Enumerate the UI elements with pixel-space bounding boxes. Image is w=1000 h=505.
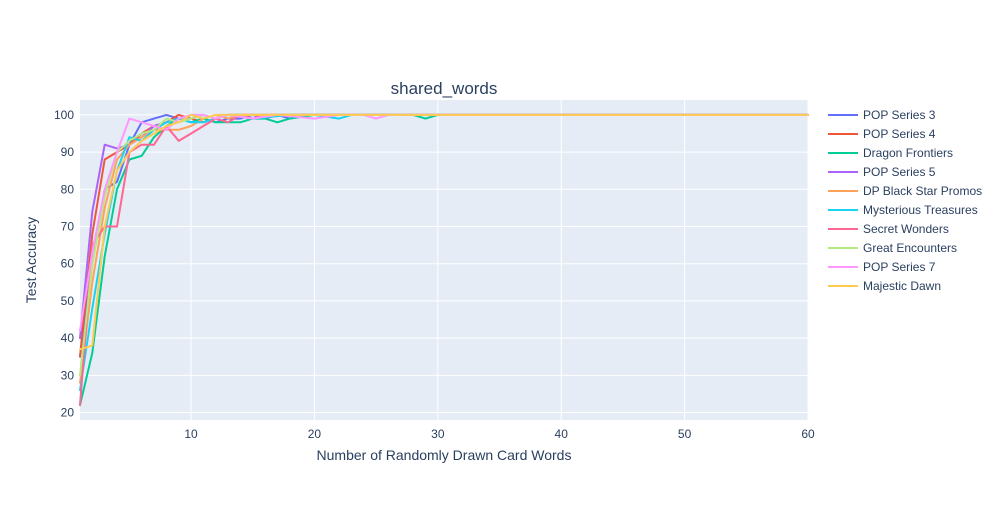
y-tick-label: 50 [61, 294, 75, 308]
legend-label: POP Series 3 [863, 108, 936, 122]
legend-item[interactable]: POP Series 4 [828, 127, 936, 141]
legend-label: DP Black Star Promos [863, 184, 982, 198]
y-tick-label: 90 [61, 145, 75, 159]
x-axis-title: Number of Randomly Drawn Card Words [317, 447, 572, 463]
x-tick-label: 60 [801, 427, 815, 441]
legend-label: POP Series 5 [863, 165, 936, 179]
y-tick-label: 30 [61, 368, 75, 382]
legend: POP Series 3 POP Series 4 Dragon Frontiers… [828, 108, 982, 293]
legend-label: Secret Wonders [863, 222, 949, 236]
legend-label: POP Series 7 [863, 260, 936, 274]
x-tick-label: 10 [184, 427, 198, 441]
x-tick-label: 20 [308, 427, 322, 441]
series-line [79, 113, 809, 351]
legend-item[interactable]: POP Series 5 [828, 165, 936, 179]
x-tick-label: 30 [431, 427, 445, 441]
y-tick-label: 70 [61, 220, 75, 234]
legend-item[interactable]: Mysterious Treasures [828, 203, 978, 217]
chart-title: shared_words [391, 79, 498, 98]
legend-item[interactable]: Dragon Frontiers [828, 146, 953, 160]
legend-label: Mysterious Treasures [863, 203, 978, 217]
legend-label: Dragon Frontiers [863, 146, 953, 160]
y-axis-ticks: 20 30 40 50 60 70 80 90 100 [54, 108, 74, 420]
series-lines [79, 113, 809, 407]
y-tick-label: 100 [54, 108, 74, 122]
legend-item[interactable]: Majestic Dawn [828, 279, 941, 293]
series-line [79, 113, 809, 407]
grid [80, 100, 809, 420]
y-axis-title: Test Accuracy [23, 217, 39, 303]
legend-item[interactable]: POP Series 3 [828, 108, 936, 122]
x-tick-label: 50 [678, 427, 692, 441]
legend-item[interactable]: DP Black Star Promos [828, 184, 982, 198]
y-tick-label: 40 [61, 331, 75, 345]
y-tick-label: 60 [61, 257, 75, 271]
y-tick-label: 80 [61, 182, 75, 196]
legend-item[interactable]: POP Series 7 [828, 260, 936, 274]
legend-item[interactable]: Great Encounters [828, 241, 957, 255]
legend-label: Majestic Dawn [863, 279, 941, 293]
legend-label: Great Encounters [863, 241, 957, 255]
legend-label: POP Series 4 [863, 127, 936, 141]
legend-item[interactable]: Secret Wonders [828, 222, 949, 236]
plot-area [80, 100, 808, 420]
x-tick-label: 40 [555, 427, 569, 441]
x-axis-ticks: 10 20 30 40 50 60 [184, 427, 815, 441]
y-tick-label: 20 [61, 406, 75, 420]
